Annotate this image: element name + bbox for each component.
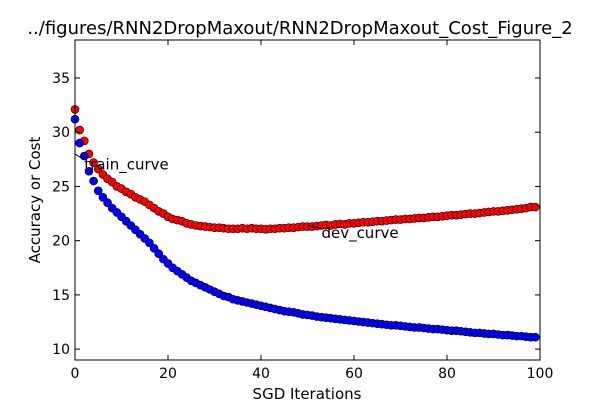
- y-tick-label: 10: [52, 342, 70, 358]
- series-1-point: [103, 198, 112, 208]
- annotation-arrow-1: [307, 224, 322, 229]
- annotation-arrow-0: [74, 153, 85, 161]
- y-tick-label: 20: [52, 234, 70, 250]
- y-tick-label: 30: [52, 125, 70, 141]
- x-tick-label: 60: [345, 366, 363, 382]
- series-0-point: [93, 164, 103, 174]
- series-1-point: [149, 243, 159, 253]
- series-0-point: [75, 125, 84, 135]
- series-1-point: [154, 249, 163, 258]
- series-1-point: [98, 192, 108, 202]
- series-0-point: [89, 158, 98, 167]
- series-1-point: [84, 166, 94, 176]
- x-tick-label: 80: [438, 366, 456, 382]
- series-1-point: [93, 186, 103, 196]
- x-tick-label: 0: [71, 366, 80, 382]
- series-1-point: [89, 176, 98, 186]
- x-tick-label: 40: [252, 366, 270, 382]
- chart-title: ../figures/RNN2DropMaxout/RNN2DropMaxout…: [27, 18, 572, 39]
- y-axis-label: Accuracy or Cost: [26, 137, 44, 264]
- annotation-label-0: train_curve: [84, 156, 168, 175]
- series-1-point: [145, 238, 154, 248]
- series-1-point: [531, 332, 540, 342]
- y-tick-label: 35: [52, 71, 70, 87]
- x-tick-label: 100: [527, 366, 554, 382]
- y-tick-label: 25: [52, 179, 70, 195]
- annotation-label-1: dev_curve: [321, 224, 398, 243]
- y-tick-label: 15: [52, 288, 70, 304]
- x-axis-label: SGD Iterations: [253, 385, 362, 400]
- series-1-point: [75, 138, 84, 148]
- x-tick-label: 20: [159, 366, 177, 382]
- series-0-point: [531, 202, 540, 212]
- plot-frame: [74, 39, 541, 361]
